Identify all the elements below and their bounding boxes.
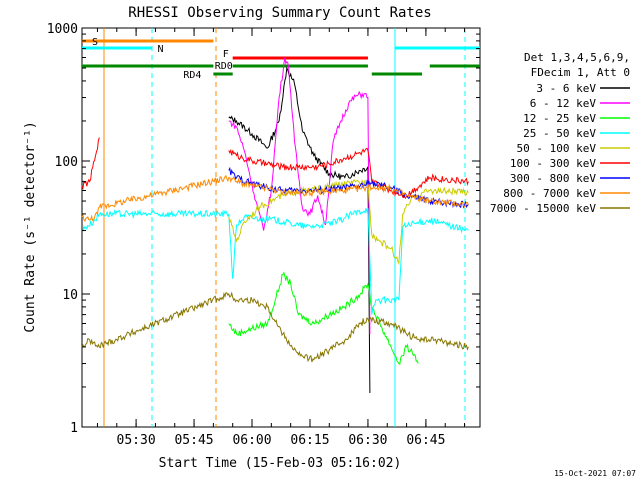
legend-label: 800 - 7000 keV [503,187,596,200]
y-tick-label: 1 [70,421,78,436]
series-line-5 [228,179,469,266]
legend-label: 50 - 100 keV [517,142,597,155]
y-axis-label: Count Rate (s⁻¹ detector⁻¹) [23,121,38,332]
timestamp: 15-Oct-2021 07:07 [554,469,636,478]
x-tick-label: 06:45 [406,433,445,448]
x-tick-label: 05:30 [117,433,156,448]
flag-label-f: F [223,49,229,60]
x-tick-label: 05:45 [174,433,213,448]
legend-label: 6 - 12 keV [530,97,597,110]
plot-area [81,27,481,428]
legend-label: 300 - 800 keV [510,172,596,185]
legend-header-line-1: Det 1,3,4,5,6,9, [524,51,630,64]
legend-label: 3 - 6 keV [536,82,596,95]
y-tick-label: 1000 [47,22,78,37]
legend-label: 100 - 300 keV [510,157,596,170]
flag-label-s: S [92,37,98,48]
flag-label-n: N [158,44,164,55]
flag-label-rd4: RD4 [183,70,201,81]
y-tick-label: 10 [62,288,78,303]
legend-header-line-2: FDecim 1, Att 0 [531,66,630,79]
series-line-4 [81,208,469,315]
series-line-8 [81,174,469,222]
x-tick-label: 06:00 [232,433,271,448]
legend-label: 25 - 50 keV [523,127,596,140]
series-line-1 [228,66,371,394]
series-line-9 [81,291,469,363]
legend-label: 12 - 25 keV [523,112,596,125]
x-tick-label: 06:15 [290,433,329,448]
legend-label: 7000 - 15000 keV [490,202,596,215]
x-axis-label: Start Time (15-Feb-03 05:16:02) [159,456,402,471]
plot-frame [81,27,481,428]
series-line-6 [81,137,469,199]
legend-items: 3 - 6 keV 6 - 12 keV 12 - 25 keV 25 - 50 ke… [490,82,630,215]
series-line-3 [228,271,419,366]
y-tick-label: 100 [55,155,78,170]
legend: Det 1,3,4,5,6,9, FDecim 1, Att 0 3 - 6 k… [490,51,630,215]
guide-lines [103,28,466,427]
chart-title: RHESSI Observing Summary Count Rates [128,5,431,21]
flag-label-rd0: RD0 [215,61,233,72]
series-layer [81,57,469,394]
axes-layer: 05:30 05:45 06:00 06:15 06:30 06:45 1 10 100 1000 [47,22,480,448]
x-tick-label: 06:30 [348,433,387,448]
